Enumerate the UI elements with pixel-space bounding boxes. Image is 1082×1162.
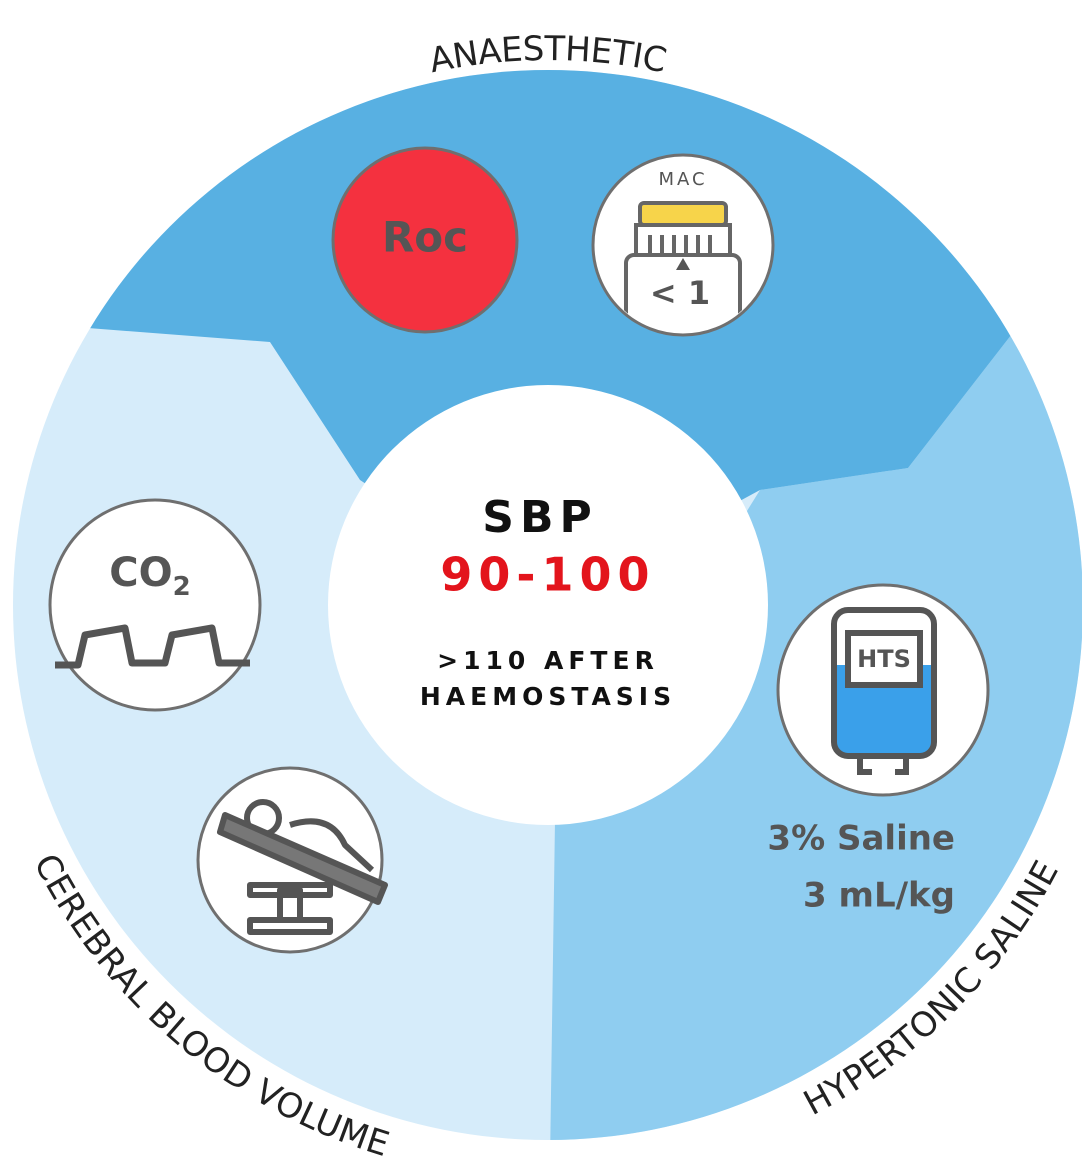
dose-text: 3% Saline [767, 819, 955, 859]
hts-bag [831, 607, 937, 775]
capnography-wave [55, 624, 250, 669]
center-target: 90-100 [440, 548, 655, 602]
drug-icon [331, 146, 519, 334]
co2-subscript: 2 [173, 572, 191, 602]
dose-text: 3 mL/kg [803, 876, 955, 916]
center-note: >110 AFTER [437, 646, 659, 675]
center-circle [328, 385, 768, 825]
co2-text: CO [109, 550, 172, 596]
segment-top [13, 70, 1082, 605]
drug-label: Roc [382, 213, 468, 262]
hts-label: HTS [857, 645, 911, 673]
center-title: SBP [482, 492, 597, 543]
bed-glyph [217, 799, 388, 935]
center-note: HAEMOSTASIS [420, 682, 676, 711]
mac-value: < 1 [650, 274, 710, 312]
mac-gauge [624, 201, 742, 333]
co2-label: CO2 [109, 550, 190, 602]
mac-label: MAC [658, 169, 707, 190]
co2-icon [48, 498, 262, 712]
